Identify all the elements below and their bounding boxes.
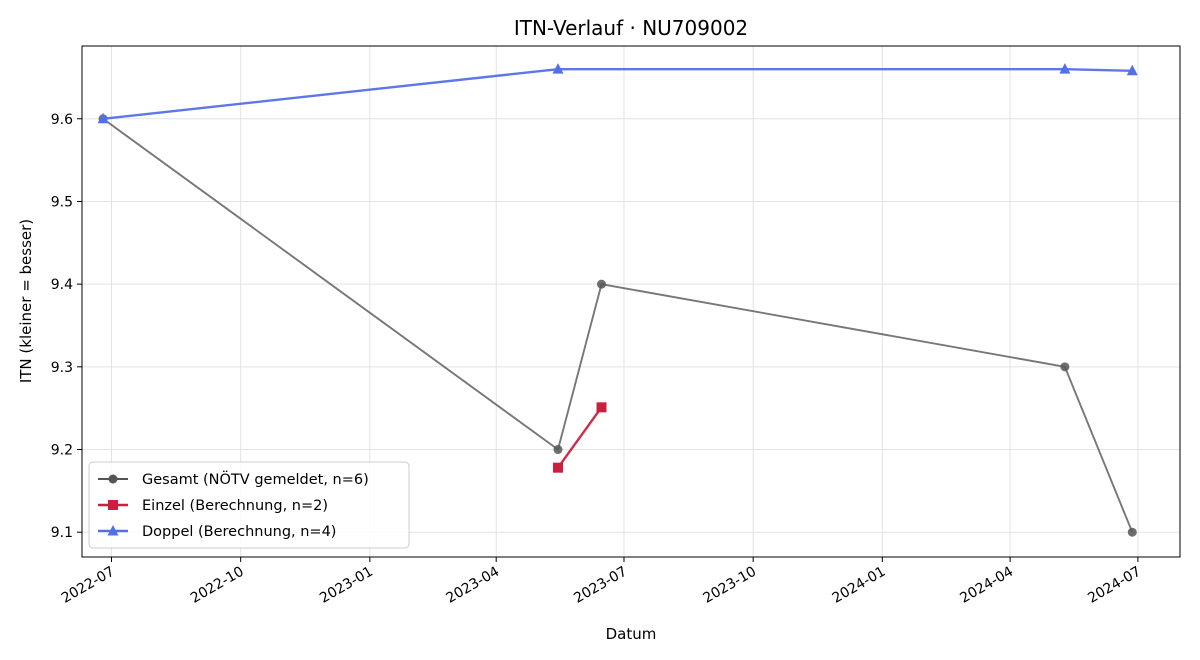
data-point-gesamt <box>597 279 607 289</box>
legend-item-gesamt: Gesamt (NÖTV gemeldet, n=6) <box>98 470 369 488</box>
legend: Gesamt (NÖTV gemeldet, n=6) Einzel (Berec… <box>88 461 410 549</box>
legend-box <box>88 461 410 549</box>
data-point-doppel <box>97 112 109 124</box>
legend-item-einzel: Einzel (Berechnung, n=2) <box>98 498 328 514</box>
data-point-doppel <box>1059 63 1071 74</box>
legend-label: Einzel (Berechnung, n=2) <box>142 498 328 514</box>
x-tick-label: 2023-04 <box>444 564 503 607</box>
x-axis-label: Datum <box>606 625 657 643</box>
legend-label: Doppel (Berechnung, n=4) <box>142 524 336 540</box>
legend-marker <box>107 525 119 536</box>
data-point-gesamt <box>1060 362 1070 372</box>
legend-label: Gesamt (NÖTV gemeldet, n=6) <box>142 470 369 488</box>
series-layer <box>97 63 1138 537</box>
y-tick-label: 9.3 <box>51 360 73 376</box>
data-point-gesamt <box>1127 527 1137 537</box>
data-point-gesamt <box>553 445 563 455</box>
y-tick-label: 9.2 <box>51 443 73 459</box>
legend-marker <box>108 500 118 510</box>
x-tick-label: 2024-04 <box>957 564 1016 607</box>
y-tick-label: 9.6 <box>51 112 73 128</box>
x-tick-label: 2024-01 <box>830 564 889 607</box>
y-tick-label: 9.5 <box>51 194 73 210</box>
y-tick-label: 9.4 <box>51 277 73 293</box>
data-point-doppel <box>552 63 564 74</box>
data-point-einzel <box>596 402 607 413</box>
plot-frame <box>81 45 1181 558</box>
legend-item-doppel: Doppel (Berechnung, n=4) <box>98 524 336 540</box>
x-tick-label: 2023-01 <box>317 564 376 607</box>
legend-marker <box>108 474 118 484</box>
y-tick-label: 9.1 <box>51 525 73 541</box>
x-tick-label: 2024-07 <box>1085 564 1144 607</box>
x-tick-label: 2022-10 <box>188 564 247 607</box>
grid <box>82 46 1180 557</box>
chart-title: ITN-Verlauf · NU709002 <box>514 16 748 40</box>
series-doppel <box>97 63 1138 124</box>
x-tick-label: 2023-10 <box>700 564 759 607</box>
series-line-doppel <box>102 67 1133 120</box>
x-tick-label: 2023-07 <box>571 564 630 607</box>
data-point-einzel <box>552 462 563 473</box>
series-line-einzel <box>557 406 603 469</box>
series-einzel <box>552 402 607 473</box>
y-axis-label: ITN (kleiner = besser) <box>17 219 35 383</box>
data-point-doppel <box>1126 64 1138 76</box>
x-tick-label: 2022-07 <box>59 564 118 607</box>
